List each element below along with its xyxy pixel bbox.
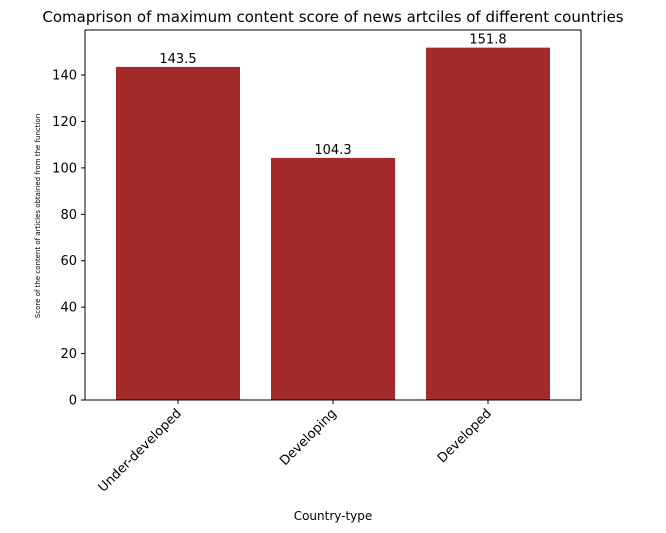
- x-tick-label-2: Developing: [277, 406, 340, 469]
- bar-1: [116, 66, 240, 400]
- x-axis-label: Country-type: [294, 509, 373, 523]
- data-label-2: 104.3: [314, 143, 351, 158]
- bar-3: [426, 47, 550, 401]
- y-tick-label-8: 140: [52, 69, 77, 84]
- data-label-3: 151.8: [469, 33, 506, 48]
- y-axis-label: Score of the content of articles obtaine…: [34, 114, 42, 318]
- x-tick-label-3: Developed: [435, 406, 495, 466]
- y-tick-label-2: 20: [60, 347, 77, 362]
- axes-frame: [84, 29, 582, 401]
- data-label-1: 143.5: [159, 52, 196, 67]
- y-tick-label-7: 120: [52, 115, 77, 130]
- y-tick-label-6: 100: [52, 161, 77, 176]
- y-tick-label-5: 80: [60, 208, 77, 223]
- bar-2: [271, 157, 395, 400]
- y-tick-label-4: 60: [60, 254, 77, 269]
- chart-title: Comaprison of maximum content score of n…: [42, 8, 623, 26]
- x-tick-label-1: Under-developed: [96, 406, 185, 495]
- y-tick-label-3: 40: [60, 301, 77, 316]
- y-tick-label-1: 0: [69, 394, 77, 409]
- plot-area: 143.5 104.3 151.8 0 20 40 60 80 100 120 140 Under-d…: [52, 29, 582, 495]
